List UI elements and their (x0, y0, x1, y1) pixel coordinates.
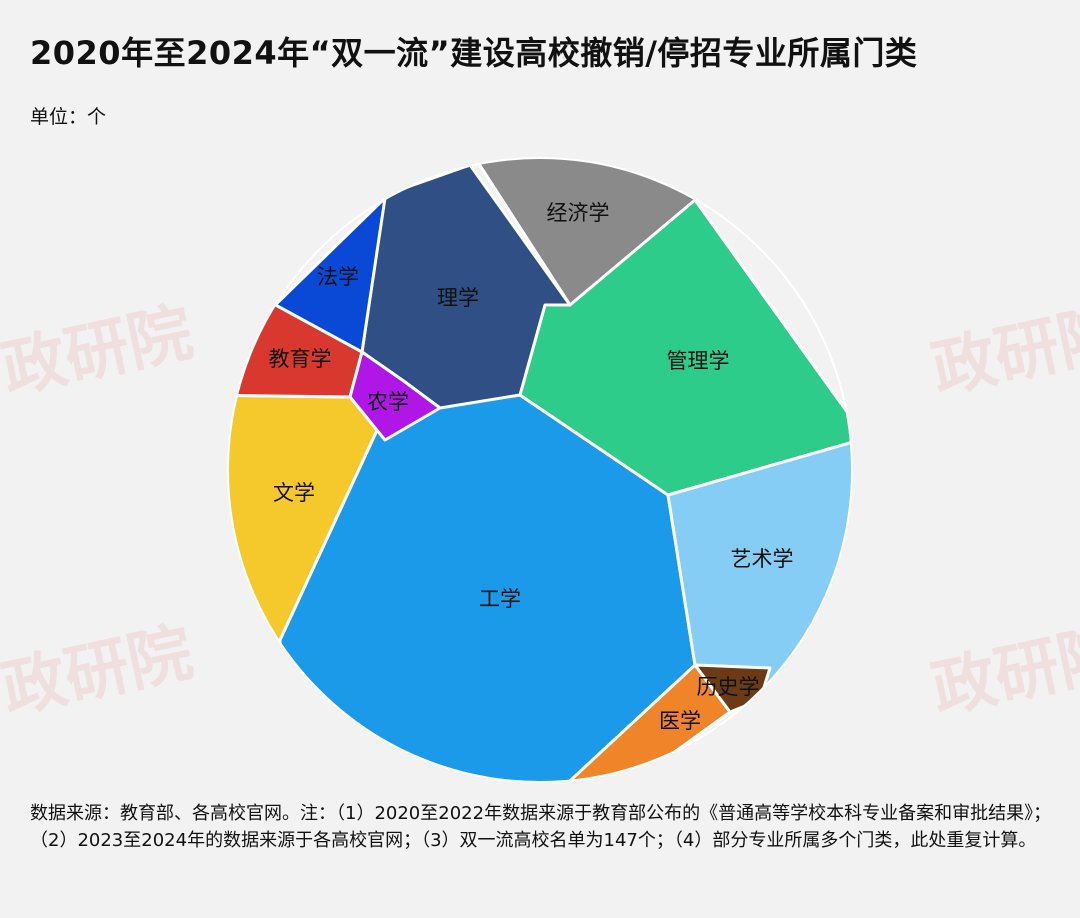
cell-label-理学: 理学 (437, 286, 479, 310)
cell-农学 (348, 350, 442, 442)
chart-rim (227, 157, 853, 783)
cell-label-农学: 农学 (367, 390, 409, 414)
cell-label-经济学: 经济学 (547, 201, 610, 225)
cell-label-管理学: 管理学 (667, 349, 730, 373)
cell-label-历史学: 历史学 (697, 675, 760, 699)
cell-label-教育学: 教育学 (269, 347, 332, 371)
page-title: 2020年至2024年“双一流”建设高校撤销/停招专业所属门类 (30, 34, 918, 72)
source-note: 数据来源：教育部、各高校官网。注：（1）2020至2022年数据来源于教育部公布… (30, 803, 1052, 851)
cell-label-工学: 工学 (479, 587, 521, 611)
cell-label-医学: 医学 (659, 709, 701, 733)
cell-label-文学: 文学 (273, 481, 315, 505)
unit-label: 单位：个 (30, 106, 107, 128)
cell-label-艺术学: 艺术学 (731, 547, 794, 571)
cell-label-法学: 法学 (317, 265, 359, 289)
